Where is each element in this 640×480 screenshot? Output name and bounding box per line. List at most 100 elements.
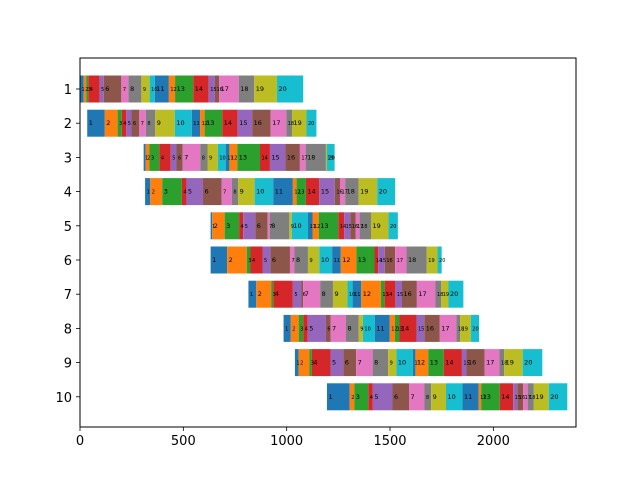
bar-segment-row8-8: [345, 314, 359, 342]
segment-label-row9-7: 7: [358, 359, 362, 367]
bar-segment-row10-12: [478, 383, 482, 411]
bar-segment-row1-3: [86, 75, 89, 103]
segment-label-row6-8: 8: [296, 256, 300, 264]
bar-segment-row2-9: [155, 109, 175, 137]
segment-label-row8-3: 3: [300, 326, 303, 332]
bar-segment-row4-13: [296, 178, 306, 206]
segment-label-row7-13: 13: [382, 292, 388, 298]
segment-label-row7-17: 17: [418, 290, 426, 298]
bar-segment-row3-9: [207, 143, 218, 171]
segment-label-row8-2: 2: [292, 326, 295, 332]
bar-segment-row9-3: [309, 349, 312, 377]
bar-segment-row7-19: [441, 280, 449, 308]
segment-label-row8-19: 19: [462, 326, 468, 332]
segment-label-row5-8: 8: [271, 222, 275, 230]
segment-label-row5-10: 10: [293, 222, 301, 230]
bar-segment-row10-7: [409, 383, 425, 411]
bar-segment-row8-19: [460, 314, 471, 342]
segment-label-row10-19: 19: [535, 393, 543, 401]
bar-segment-row3-13: [237, 143, 260, 171]
segment-label-row9-3: 3: [311, 361, 314, 367]
bar-segment-row7-13: [380, 280, 385, 308]
segment-label-row7-3: 3: [273, 292, 276, 298]
bar-segment-row1-9: [141, 75, 150, 103]
bar-segment-row10-14: [499, 383, 514, 411]
bar-segment-row2-19: [292, 109, 307, 137]
segment-label-row5-16: 16: [352, 224, 358, 230]
bar-segment-row7-17: [416, 280, 436, 308]
bar-segment-row7-3: [271, 280, 274, 308]
segment-label-row9-13: 13: [430, 359, 438, 367]
segment-label-row1-2: 2: [85, 87, 88, 93]
bar-segment-row3-10: [217, 143, 226, 171]
segment-label-row6-14: 14: [376, 258, 382, 264]
bar-segment-row2-17: [270, 109, 287, 137]
bar-segment-row3-19: [325, 143, 327, 171]
segment-label-row2-4: 4: [123, 121, 126, 127]
segment-label-row6-11: 11: [334, 258, 340, 264]
segment-label-row5-1: 1: [212, 224, 215, 230]
bar-segment-row2-11: [191, 109, 201, 137]
segment-label-row4-17: 17: [341, 190, 347, 196]
segment-label-row3-6: 6: [178, 155, 181, 161]
y-tick-label-8: 8: [64, 322, 72, 337]
bar-segment-row4-3: [162, 178, 182, 206]
segment-label-row10-11: 11: [464, 393, 472, 401]
y-tick-label-5: 5: [64, 220, 72, 235]
segment-label-row8-10: 10: [364, 326, 370, 332]
segment-label-row5-13: 13: [320, 222, 328, 230]
segment-label-row6-7: 7: [291, 258, 294, 264]
segment-label-row7-20: 20: [450, 290, 458, 298]
segment-label-row7-7: 7: [305, 290, 309, 298]
segment-label-row5-12: 12: [314, 224, 320, 230]
bar-segment-row8-20: [470, 314, 480, 342]
bar-segment-row7-2: [256, 280, 272, 308]
bar-segment-row4-18: [345, 178, 359, 206]
segment-label-row3-15: 15: [271, 153, 279, 161]
segment-label-row8-13: 13: [396, 326, 402, 332]
bar-segment-row7-7: [303, 280, 321, 308]
segment-label-row8-18: 18: [458, 326, 464, 332]
segment-label-row2-17: 17: [272, 119, 280, 127]
bar-segment-row1-18: [238, 75, 255, 103]
bar-segment-row6-4: [250, 246, 263, 274]
segment-label-row7-11: 11: [354, 292, 360, 298]
bar-segment-row10-19: [533, 383, 549, 411]
bar-segment-row5-6: [255, 212, 268, 240]
segment-label-row2-6: 6: [133, 121, 136, 127]
segment-label-row7-16: 16: [403, 290, 411, 298]
segment-label-row4-11: 11: [275, 188, 283, 196]
segment-label-row8-14: 14: [401, 324, 409, 332]
segment-label-row10-16: 16: [519, 395, 525, 401]
segment-label-row5-2: 2: [214, 222, 218, 230]
segment-label-row8-11: 11: [376, 324, 384, 332]
segment-label-row4-2: 2: [152, 190, 155, 196]
bar-segment-row1-19: [254, 75, 277, 103]
segment-label-row1-4: 4: [90, 87, 93, 93]
segment-label-row1-10: 10: [151, 87, 157, 93]
bar-segment-row5-4: [239, 212, 244, 240]
bar-segment-row2-15: [237, 109, 253, 137]
y-tick-label-3: 3: [64, 151, 72, 166]
segment-label-row7-14: 14: [386, 292, 392, 298]
segment-label-row1-17: 17: [221, 85, 229, 93]
bar-segment-row6-20: [437, 246, 442, 274]
bar-segment-row6-2: [227, 246, 247, 274]
bar-segment-row3-16: [285, 143, 300, 171]
bar-segment-row6-9: [307, 246, 320, 274]
bar-segment-row5-17: [355, 212, 360, 240]
segment-label-row1-16: 16: [216, 87, 222, 93]
segment-label-row3-19: 19: [327, 155, 333, 161]
bar-segment-row2-2: [104, 109, 118, 137]
segment-label-row3-13: 13: [239, 153, 247, 161]
bar-segment-row4-20: [377, 178, 396, 206]
bar-segment-row2-20: [306, 109, 317, 137]
bar-segment-row7-16: [401, 280, 417, 308]
bar-segment-row7-20: [448, 280, 464, 308]
bar-segment-row5-20: [388, 212, 398, 240]
segment-label-row5-9: 9: [291, 224, 294, 230]
segment-label-row6-9: 9: [309, 258, 312, 264]
bar-segment-row2-5: [126, 109, 132, 137]
segment-label-row9-10: 10: [398, 359, 406, 367]
